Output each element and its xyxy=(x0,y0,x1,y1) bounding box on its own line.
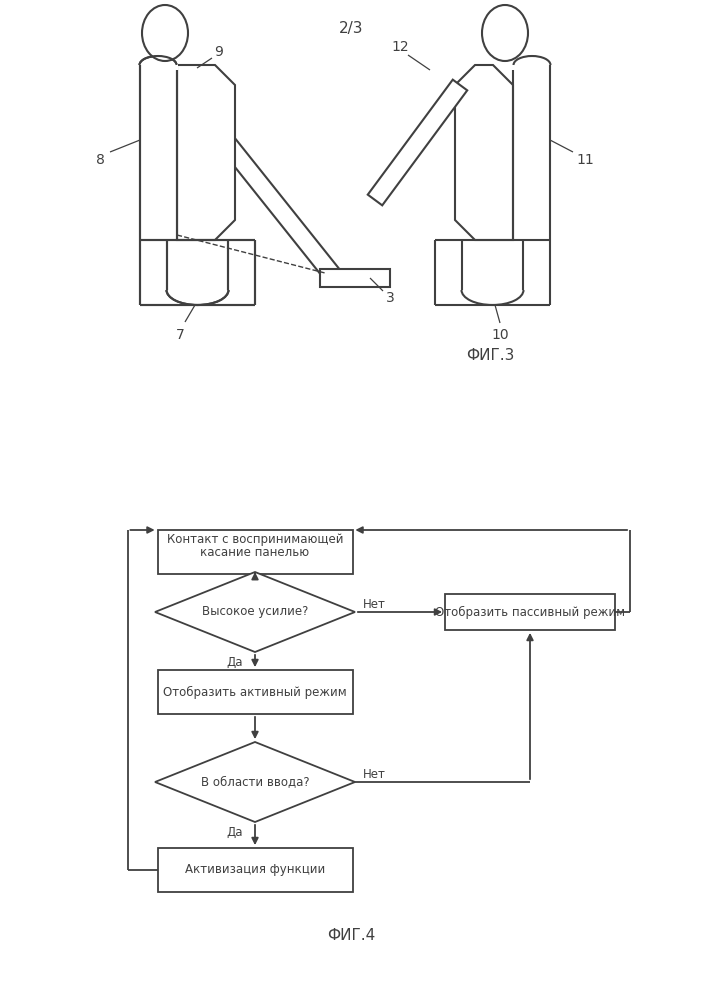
Polygon shape xyxy=(155,742,355,822)
Text: 11: 11 xyxy=(576,153,594,167)
Text: ФИГ.3: ФИГ.3 xyxy=(466,348,514,362)
Text: 10: 10 xyxy=(491,328,509,342)
Text: 12: 12 xyxy=(391,40,409,54)
Bar xyxy=(139,64,178,241)
Text: Высокое усилие?: Высокое усилие? xyxy=(201,605,308,618)
Bar xyxy=(320,269,390,287)
PathPatch shape xyxy=(177,65,235,240)
Text: касание панелью: касание панелью xyxy=(201,546,310,560)
Text: Контакт с воспринимающей: Контакт с воспринимающей xyxy=(167,532,343,546)
Text: 3: 3 xyxy=(385,291,395,305)
Ellipse shape xyxy=(142,5,188,61)
Text: Отобразить активный режим: Отобразить активный режим xyxy=(163,685,347,699)
Text: Нет: Нет xyxy=(363,768,386,780)
Bar xyxy=(157,670,352,714)
Text: Нет: Нет xyxy=(363,597,386,610)
Bar xyxy=(157,848,352,892)
Text: ФИГ.4: ФИГ.4 xyxy=(327,928,375,942)
PathPatch shape xyxy=(455,65,513,240)
Text: 2/3: 2/3 xyxy=(339,20,363,35)
Text: Да: Да xyxy=(227,656,244,668)
Bar xyxy=(157,530,352,574)
Text: Да: Да xyxy=(227,826,244,838)
Text: Активизация функции: Активизация функции xyxy=(185,863,325,876)
Text: В области ввода?: В области ввода? xyxy=(201,776,310,788)
Text: 8: 8 xyxy=(95,153,105,167)
Text: 7: 7 xyxy=(176,328,185,342)
Polygon shape xyxy=(368,80,468,205)
Text: 9: 9 xyxy=(215,45,223,59)
Text: Отобразить пассивный режим: Отобразить пассивный режим xyxy=(435,605,625,619)
Polygon shape xyxy=(155,572,355,652)
Bar xyxy=(445,594,615,630)
Polygon shape xyxy=(170,74,342,284)
Ellipse shape xyxy=(482,5,528,61)
